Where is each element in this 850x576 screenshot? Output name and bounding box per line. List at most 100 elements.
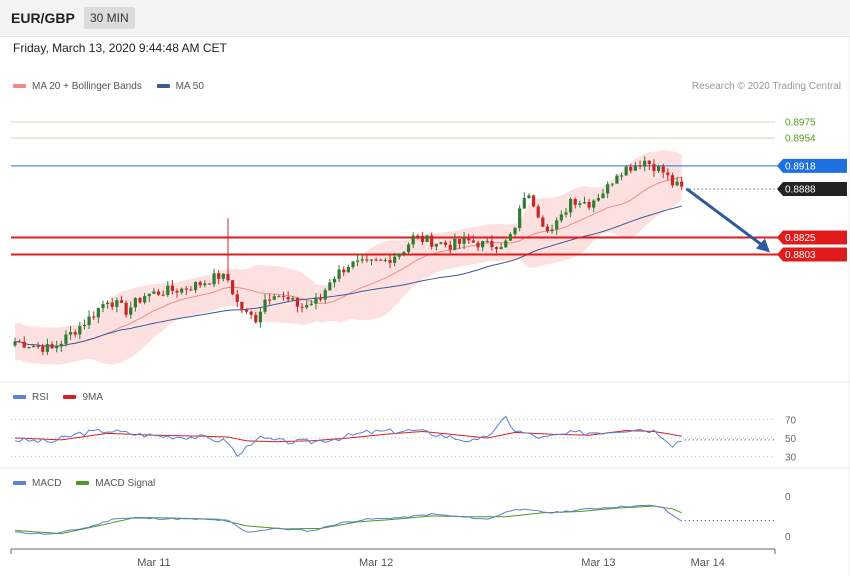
timeframe-badge[interactable]: 30 MIN <box>84 7 135 29</box>
candle-body <box>527 195 531 199</box>
candle-body <box>624 166 628 176</box>
candle-body <box>96 308 100 318</box>
candle-body <box>198 282 202 286</box>
candle-body <box>476 242 480 248</box>
candle-body <box>175 290 179 293</box>
candle-body <box>569 199 573 213</box>
candle-body <box>78 326 82 335</box>
candle-body <box>212 273 216 285</box>
candle-body <box>281 296 286 298</box>
candle-body <box>531 195 536 207</box>
macd-legend: MACD MACD Signal <box>13 478 167 489</box>
chart-header: EUR/GBP 30 MIN <box>0 0 850 37</box>
candle-body <box>295 298 300 307</box>
candle-body <box>55 346 59 349</box>
rsi-ma-line <box>14 430 682 443</box>
candle-body <box>272 296 276 300</box>
candle-body <box>309 303 313 305</box>
candle-body <box>68 332 73 335</box>
ma50-line <box>14 205 682 347</box>
candle-body <box>291 298 295 300</box>
time-tick-label: Mar 14 <box>691 557 725 569</box>
candle-body <box>226 273 230 281</box>
price-legend: MA 20 + Bollinger Bands MA 50 <box>13 81 216 92</box>
candle-body <box>286 297 290 300</box>
candle-body <box>314 297 318 304</box>
candle-body <box>680 181 684 187</box>
legend-rsi-ma: 9MA <box>63 392 103 403</box>
candle-body <box>643 160 647 167</box>
level-label-0: 0.8975 <box>785 117 816 128</box>
candle-body <box>443 242 448 245</box>
candle-body <box>351 261 355 267</box>
rsi-tick-label: 30 <box>785 453 797 464</box>
candle-body <box>254 314 258 323</box>
candle-body <box>629 166 633 171</box>
candle-body <box>240 301 244 310</box>
candle-body <box>13 341 17 346</box>
candle-body <box>555 220 559 230</box>
candle-body <box>587 202 591 208</box>
candle-body <box>170 285 175 291</box>
currency-pair: EUR/GBP <box>11 10 75 26</box>
candle-body <box>249 311 253 315</box>
candle-body <box>633 165 638 171</box>
candle-body <box>610 183 614 185</box>
candle-body <box>110 302 114 307</box>
legend-swatch <box>156 84 170 89</box>
candle-body <box>615 175 619 184</box>
macd-line <box>14 504 682 535</box>
candle-body <box>328 282 332 291</box>
candle-body <box>619 175 624 177</box>
time-tick-label: Mar 11 <box>137 557 170 569</box>
candle-body <box>416 235 420 237</box>
time-tick-label: Mar 12 <box>359 557 393 569</box>
candle-body <box>18 341 22 343</box>
candle-body <box>402 252 406 254</box>
legend-ma20: MA 20 + Bollinger Bands <box>13 81 142 92</box>
candle-body <box>434 243 438 247</box>
rsi-line <box>14 415 682 458</box>
candle-body <box>193 282 198 291</box>
candle-body <box>45 344 50 352</box>
level-label-3: 0.8888 <box>785 184 816 195</box>
candle-body <box>244 309 249 312</box>
legend-ma50: MA 50 <box>156 81 204 92</box>
candle-body <box>647 160 651 165</box>
legend-swatch <box>13 395 26 400</box>
candle-body <box>675 181 679 186</box>
candle-body <box>41 346 45 352</box>
legend-swatch <box>13 84 26 89</box>
macd-tick-label-upper: 0 <box>785 492 791 503</box>
legend-macd: MACD <box>13 478 61 489</box>
time-tick-label: Mar 13 <box>581 557 615 569</box>
candle-body <box>504 240 508 248</box>
candle-body <box>393 256 397 263</box>
candle-body <box>457 238 462 244</box>
candle-body <box>379 259 383 261</box>
level-label-5: 0.8803 <box>785 250 816 261</box>
candle-body <box>147 293 151 297</box>
candle-body <box>207 283 212 285</box>
candle-body <box>656 166 661 172</box>
candle-body <box>87 316 91 326</box>
candle-body <box>300 306 304 308</box>
candle-body <box>439 242 443 244</box>
candle-body <box>388 260 392 263</box>
candle-body <box>138 298 142 303</box>
level-label-1: 0.8954 <box>785 134 816 145</box>
candle-body <box>490 240 494 248</box>
candle-body <box>22 341 26 348</box>
candle-body <box>36 345 40 347</box>
candle-body <box>189 289 193 291</box>
candle-body <box>420 235 425 242</box>
candle-body <box>332 278 337 283</box>
candle-body <box>522 198 526 209</box>
candle-body <box>129 307 133 315</box>
candle-body <box>356 260 360 262</box>
candle-body <box>258 311 262 323</box>
candle-body <box>606 184 610 194</box>
rsi-tick-label: 70 <box>785 415 797 426</box>
candle-body <box>513 228 517 235</box>
